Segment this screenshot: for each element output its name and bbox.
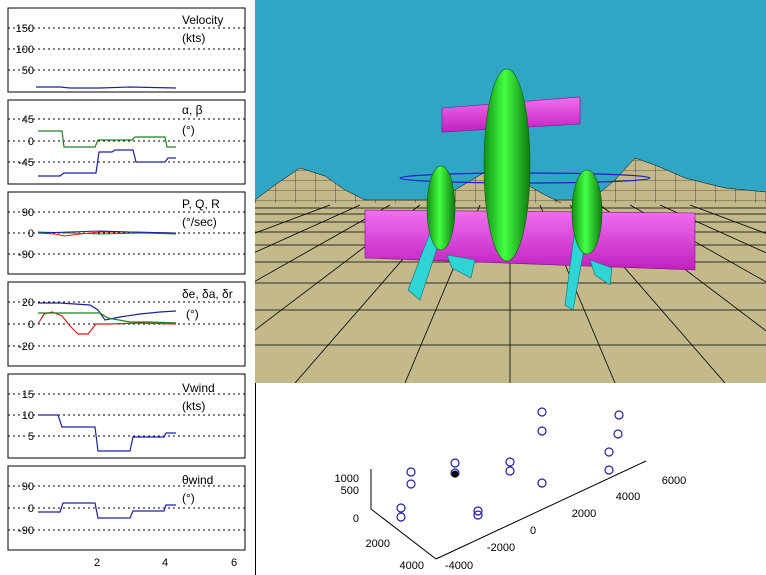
tick-label: 150 [16, 23, 34, 35]
z-tick-label: 0 [353, 513, 359, 525]
left-rear-fin [446, 254, 476, 279]
tick-label: -20 [18, 341, 34, 353]
trajectory-point [396, 512, 406, 522]
z-tick-label: 500 [341, 485, 359, 497]
current-position-marker [451, 470, 459, 478]
tick-label: 0 [28, 136, 34, 148]
delta-a-series [38, 312, 177, 324]
x-tick-label: 0 [530, 525, 536, 537]
wind-speed-plot: 15 10 5 Vwind (kts) [7, 373, 246, 459]
mountain-right [584, 157, 766, 206]
tick-label: -90 [18, 525, 34, 537]
x-tick-label: 2 [94, 557, 100, 569]
velocity-plot: 150 100 50 Velocity (kts) [7, 7, 246, 93]
trajectory-point [537, 478, 547, 488]
trajectory-point [406, 479, 416, 489]
tick-label: 5 [28, 431, 34, 443]
trajectory-point [604, 465, 614, 475]
trajectory-point [604, 447, 614, 457]
x-tick-label: 6000 [662, 475, 686, 487]
x-tick-label: -4000 [445, 560, 473, 572]
telemetry-plots-panel: 150 100 50 Velocity (kts) 45 0 -45 α, β … [0, 0, 255, 575]
alpha-series [38, 149, 176, 177]
panel-unit: (kts) [182, 31, 205, 45]
trajectory-point [614, 410, 624, 420]
y-tick-label: 4000 [400, 560, 424, 572]
aircraft-3d-view[interactable] [255, 0, 766, 383]
panel-label: Vwind [182, 381, 215, 395]
tick-label: 50 [22, 65, 34, 77]
tick-label: 90 [22, 207, 34, 219]
tick-label: 0 [28, 228, 34, 240]
tick-label: 100 [16, 44, 34, 56]
x-tick-label: 4 [162, 557, 168, 569]
panel-unit: (°/sec) [182, 215, 217, 229]
tick-label: 90 [22, 481, 34, 493]
tick-label: 15 [22, 389, 34, 401]
panel-label: δe, δa, δr [182, 287, 233, 301]
scatter-axes [370, 460, 647, 560]
r-series [37, 230, 177, 234]
panel-unit: (°) [182, 491, 195, 505]
panel-unit: (°) [182, 123, 195, 137]
beta-series [38, 130, 176, 148]
trajectory-3d-scatter[interactable]: 1000 500 0 2000 4000 -4000 -2000 0 2000 … [255, 383, 766, 575]
tick-label: 20 [22, 297, 34, 309]
trajectory-point [450, 458, 460, 468]
panel-unit: (°) [186, 307, 199, 321]
wind-speed-series [38, 414, 176, 452]
right-nacelle [571, 169, 603, 255]
trajectory-point [396, 503, 406, 513]
alpha-beta-plot: 45 0 -45 α, β (°) [7, 99, 246, 185]
trajectory-point [537, 426, 547, 436]
x-tick-label: 6 [231, 557, 237, 569]
x-tick-label: -2000 [487, 542, 515, 554]
tick-label: 0 [28, 319, 34, 331]
z-tick-label: 1000 [335, 473, 359, 485]
trajectory-point [473, 506, 483, 516]
velocity-series [36, 86, 177, 89]
right-rear-fin [589, 259, 613, 286]
wind-direction-series [38, 502, 176, 519]
panel-label: P, Q, R [182, 197, 220, 211]
wind-direction-plot: 90 0 -90 θwind (°) 2 4 6 [7, 465, 246, 569]
trajectory-point [505, 457, 515, 467]
y-tick-label: 2000 [366, 538, 390, 550]
tick-label: -90 [18, 249, 34, 261]
x-tick-label: 4000 [616, 491, 640, 503]
tick-label: 10 [22, 410, 34, 422]
fuselage [483, 68, 531, 262]
tick-label: -45 [18, 157, 34, 169]
trajectory-point [406, 467, 416, 477]
trajectory-point [537, 407, 547, 417]
pqr-plot: 90 0 -90 P, Q, R (°/sec) [7, 191, 246, 275]
left-nacelle [426, 165, 456, 251]
panel-label: θwind [182, 473, 213, 487]
tick-label: 0 [28, 503, 34, 515]
tick-label: 45 [22, 114, 34, 126]
panel-label: α, β [182, 103, 203, 117]
trajectory-point [505, 466, 515, 476]
x-tick-label: 2000 [572, 508, 596, 520]
trajectory-point [473, 510, 483, 520]
panel-label: Velocity [182, 13, 223, 27]
trajectory-point [613, 429, 623, 439]
delta-r-series [38, 302, 177, 321]
control-surfaces-plot: 20 0 -20 δe, δa, δr (°) [7, 281, 246, 367]
panel-unit: (kts) [182, 399, 205, 413]
